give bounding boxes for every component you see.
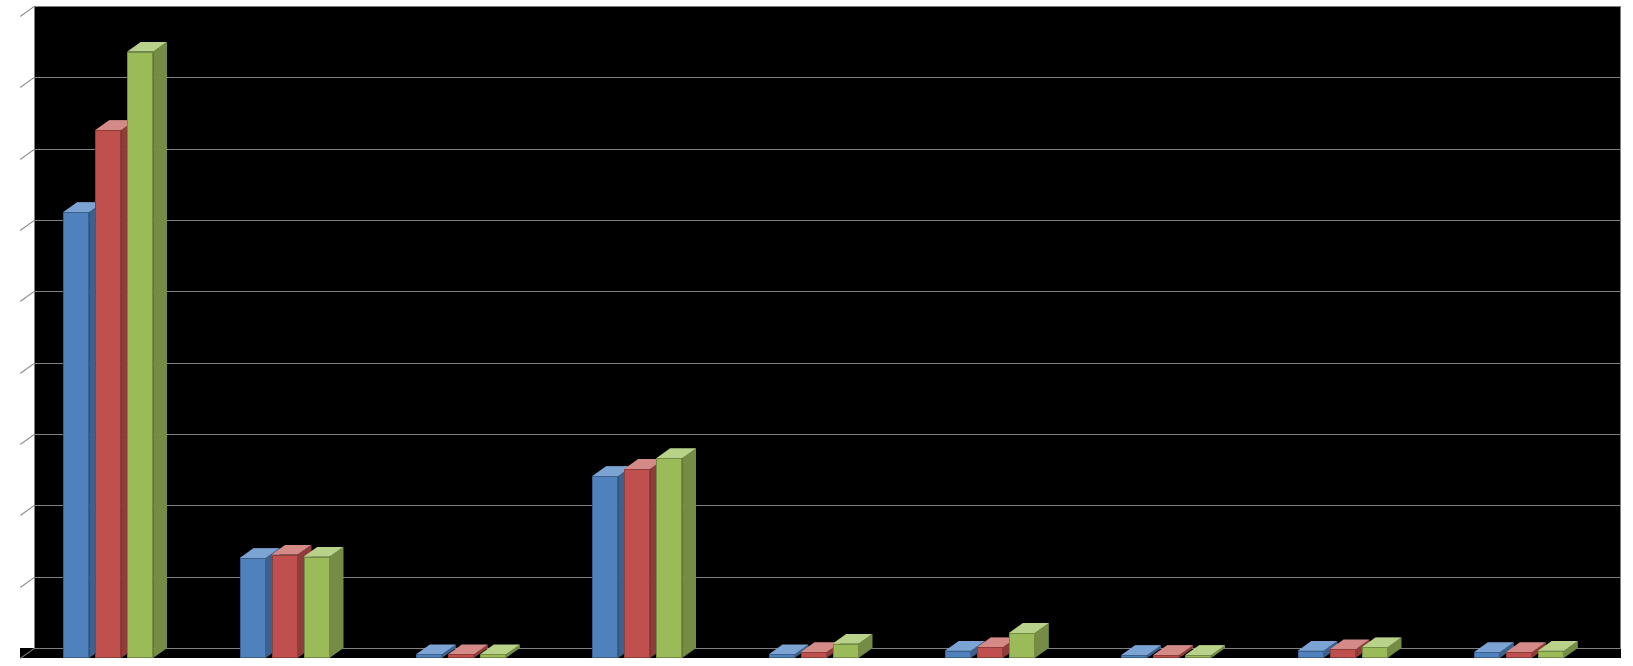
bar bbox=[1538, 651, 1564, 658]
bar bbox=[1185, 655, 1211, 658]
bar bbox=[624, 469, 650, 658]
bar bbox=[304, 557, 330, 658]
bar bbox=[1153, 655, 1179, 658]
bar bbox=[1009, 633, 1035, 658]
bar bbox=[95, 130, 121, 658]
bar-chart bbox=[0, 0, 1633, 666]
bar bbox=[480, 654, 506, 658]
bar bbox=[592, 476, 618, 658]
bar bbox=[945, 651, 971, 658]
bar bbox=[656, 458, 682, 658]
bar bbox=[63, 212, 89, 658]
bars-layer bbox=[20, 6, 1621, 658]
bar bbox=[1298, 651, 1324, 658]
bar bbox=[1474, 652, 1500, 658]
bar bbox=[1362, 647, 1388, 658]
bar bbox=[240, 558, 266, 658]
bar bbox=[977, 647, 1003, 658]
bar bbox=[1506, 652, 1532, 658]
bar bbox=[1121, 655, 1147, 658]
bar bbox=[801, 652, 827, 658]
bar bbox=[833, 644, 859, 658]
bar bbox=[272, 555, 298, 658]
bar bbox=[416, 654, 442, 658]
bar bbox=[1330, 649, 1356, 658]
bar bbox=[448, 654, 474, 658]
plot-area bbox=[20, 6, 1621, 658]
bar bbox=[769, 654, 795, 658]
bar bbox=[127, 52, 153, 658]
